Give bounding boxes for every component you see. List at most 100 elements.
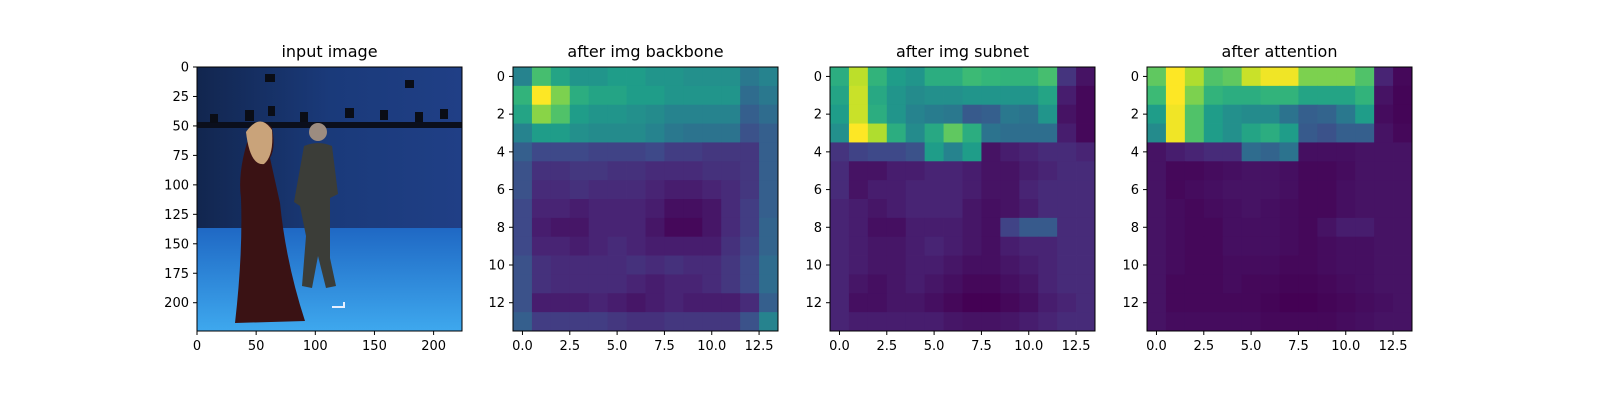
heatmap-cell	[1019, 199, 1039, 219]
heatmap-cell	[1057, 199, 1077, 219]
heatmap-cell	[626, 274, 646, 294]
heatmap-cell	[702, 199, 722, 219]
heatmap-cell	[1355, 142, 1375, 162]
heatmap-cell	[1222, 217, 1243, 238]
heatmap-cell	[702, 123, 722, 143]
heatmap-cell	[740, 85, 760, 106]
heatmap-cell	[1222, 67, 1243, 87]
heatmap-cell	[1355, 274, 1375, 294]
heatmap-cell	[981, 217, 1001, 238]
heatmap-cell	[1057, 255, 1077, 275]
heatmap-cell	[1165, 85, 1186, 106]
heatmap-cell	[1147, 142, 1167, 162]
heatmap-cell	[1147, 217, 1167, 238]
heatmap-cell	[905, 104, 926, 124]
heatmap-cell	[1222, 236, 1243, 256]
y-tick-label: 12	[805, 296, 822, 311]
heatmap-cell	[1374, 312, 1394, 332]
heatmap-cell	[962, 67, 982, 87]
heatmap-cell	[759, 312, 779, 332]
y-tick-label: 4	[814, 145, 822, 160]
heatmap-cell	[683, 293, 703, 313]
heatmap-cell	[702, 255, 722, 275]
heatmap-cell	[1038, 293, 1058, 313]
heatmap-cell	[607, 161, 627, 181]
heatmap-cell	[1222, 312, 1243, 332]
heatmap-cell	[759, 199, 779, 219]
heatmap-cell	[664, 85, 684, 106]
heatmap-cell	[645, 255, 665, 275]
heatmap-cell	[981, 123, 1001, 143]
x-tick-label: 10.0	[1014, 339, 1043, 354]
heatmap-cell	[830, 67, 850, 87]
heatmap-cell	[1279, 255, 1299, 275]
heatmap-cell	[531, 274, 552, 294]
heatmap-cell	[848, 293, 869, 313]
heatmap-cell	[550, 85, 571, 106]
heatmap-cell	[924, 123, 944, 143]
heatmap-cell	[830, 85, 850, 106]
heatmap-cell	[607, 217, 627, 238]
heatmap-cell	[1165, 274, 1186, 294]
heatmap-cell	[569, 85, 590, 106]
heatmap-cell	[531, 255, 552, 275]
heatmap-cell	[569, 217, 590, 238]
heatmap-cell	[1076, 142, 1096, 162]
heatmap-cell	[1057, 104, 1077, 124]
heatmap-cell	[1076, 161, 1096, 181]
heatmap-cell	[1057, 161, 1077, 181]
heatmap-cell	[1184, 104, 1205, 124]
heatmap-cell	[848, 85, 869, 106]
heatmap-cell	[962, 217, 982, 238]
heatmap-after-attention	[1147, 67, 1413, 332]
heatmap-cell	[1355, 180, 1375, 200]
heatmap-cell	[531, 161, 552, 181]
heatmap-cell	[683, 123, 703, 143]
heatmap-cell	[645, 293, 665, 313]
heatmap-cell	[848, 217, 869, 238]
heatmap-cell	[886, 85, 907, 106]
heatmap-cell	[1298, 161, 1318, 181]
heatmap-cell	[981, 104, 1001, 124]
heatmap-cell	[905, 217, 926, 238]
heatmap-cell	[1241, 199, 1261, 219]
heatmap-cell	[1000, 236, 1020, 256]
heatmap-cell	[1279, 104, 1299, 124]
heatmap-axes-after-attention: 0.0 2.5 5.0 7.5 10.0 12.5 0 2 4 6 8 10 12	[1122, 70, 1407, 354]
heatmap-cell	[550, 312, 571, 332]
heatmap-cell	[683, 312, 703, 332]
heatmap-cell	[1374, 104, 1394, 124]
x-tick-label: 12.5	[1062, 339, 1091, 354]
heatmap-cell	[607, 293, 627, 313]
heatmap-cell	[886, 274, 907, 294]
heatmap-cell	[664, 199, 684, 219]
heatmap-cell	[1355, 104, 1375, 124]
heatmap-cell	[1393, 312, 1413, 332]
heatmap-cell	[1165, 67, 1186, 87]
heatmap-cell	[550, 67, 571, 87]
heatmap-cell	[943, 104, 963, 124]
heatmap-cell	[1260, 161, 1280, 181]
heatmap-cell	[848, 142, 869, 162]
heatmap-cell	[1222, 104, 1243, 124]
heatmap-cell	[1165, 123, 1186, 143]
heatmap-cell	[645, 180, 665, 200]
y-tick-label: 175	[164, 267, 189, 282]
heatmap-cell	[1279, 217, 1299, 238]
heatmap-cell	[1260, 255, 1280, 275]
heatmap-cell	[924, 142, 944, 162]
heatmap-cell	[1374, 274, 1394, 294]
heatmap-cell	[588, 67, 609, 87]
heatmap-cell	[1038, 255, 1058, 275]
heatmap-cell	[588, 180, 609, 200]
heatmap-cell	[1279, 274, 1299, 294]
heatmap-cell	[740, 67, 760, 87]
y-tick-label: 6	[814, 183, 822, 198]
heatmap-cell	[664, 293, 684, 313]
y-tick-label: 8	[814, 221, 822, 236]
heatmap-cell	[1374, 161, 1394, 181]
x-tick-label: 100	[303, 339, 328, 354]
heatmap-cell	[943, 142, 963, 162]
heatmap-cell	[1165, 142, 1186, 162]
heatmap-cell	[830, 104, 850, 124]
